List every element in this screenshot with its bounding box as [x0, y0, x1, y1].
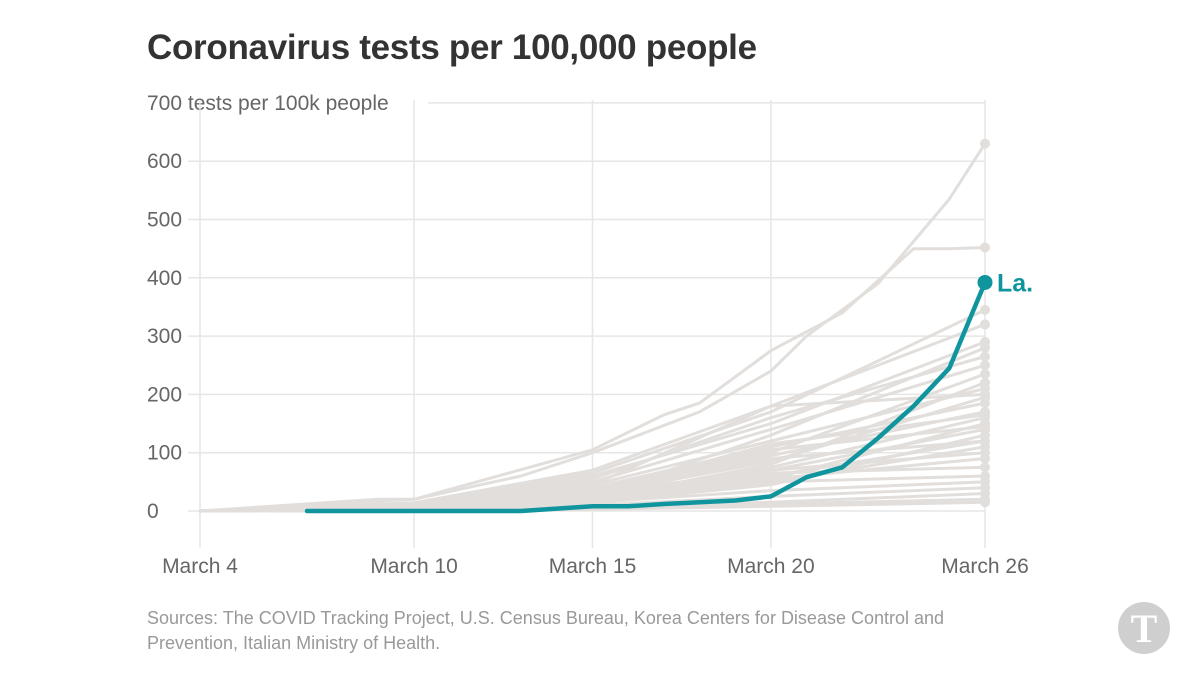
background-series-endpoint [980, 360, 990, 371]
x-tick-label: March 10 [370, 555, 458, 578]
y-tick-label: 0 [147, 500, 159, 523]
label-layer: La. [997, 269, 1033, 297]
background-series-endpoint [980, 409, 990, 420]
background-series-endpoint [980, 377, 990, 388]
background-series-endpoint [980, 421, 990, 432]
background-series-endpoint [980, 138, 990, 149]
highlight-layer [304, 274, 993, 514]
background-series-endpoint [980, 319, 990, 330]
x-tick-label: March 4 [162, 555, 238, 578]
chart-title: Coronavirus tests per 100,000 people [147, 28, 757, 67]
background-series-line [198, 308, 987, 513]
background-series-endpoint [980, 389, 990, 400]
background-series-endpoint [980, 447, 990, 458]
series-layer [198, 138, 990, 513]
y-tick-label: 600 [147, 150, 182, 173]
line-chart: 0 100 200 300 400 500 600 700 tests per 100k pe… [147, 92, 1033, 578]
svg-text:T: T [1131, 606, 1158, 651]
background-series-endpoint [980, 368, 990, 379]
y-tick-label: 500 [147, 209, 182, 232]
background-series-line [198, 246, 987, 513]
y-tick-label: 200 [147, 383, 182, 406]
background-series-endpoint [980, 351, 990, 362]
y-tick-label: 100 [147, 442, 182, 465]
background-series-line [198, 142, 987, 513]
y-tick-label: 300 [147, 325, 182, 348]
background-series-endpoint [980, 462, 990, 473]
y-tick-label: 400 [147, 267, 182, 290]
background-series-endpoint [980, 336, 990, 347]
x-tick-label: March 26 [941, 555, 1029, 578]
y-tick-label: 700 tests per 100k people [147, 92, 389, 115]
x-tick-label: March 15 [549, 555, 637, 578]
background-series-endpoint [980, 304, 990, 315]
nyt-t-logo-icon: T [1118, 602, 1170, 654]
background-series-endpoint [980, 471, 990, 482]
background-series-endpoint [980, 436, 990, 447]
highlight-series-line [304, 280, 988, 514]
background-series-endpoint [980, 497, 990, 508]
background-series-endpoint [980, 242, 990, 253]
highlight-series-endpoint [977, 274, 993, 290]
x-tick-label: March 20 [727, 555, 815, 578]
sources-note: Sources: The COVID Tracking Project, U.S… [147, 608, 945, 653]
highlight-series-label: La. [997, 269, 1033, 297]
